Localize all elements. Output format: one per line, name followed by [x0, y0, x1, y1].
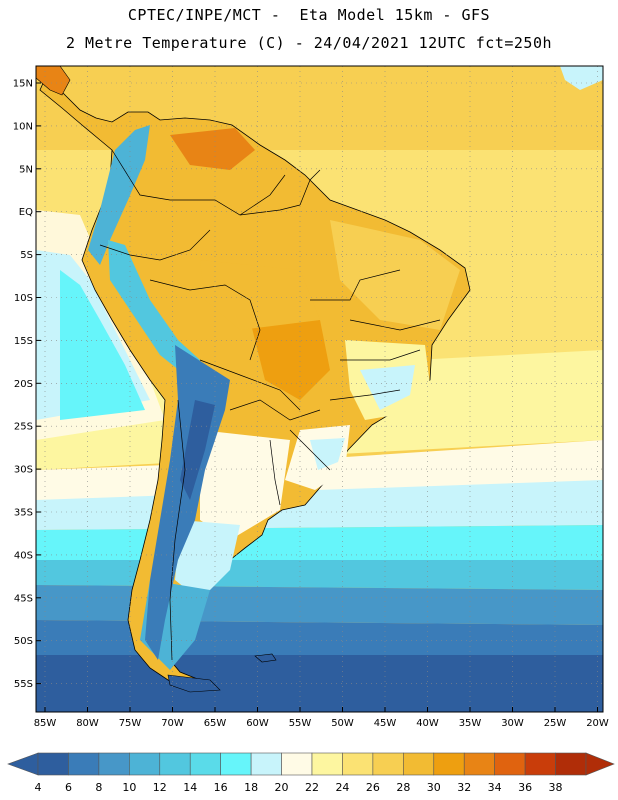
- colorbar-label: 6: [65, 781, 72, 794]
- colorbar-label: 20: [275, 781, 289, 794]
- lat-tick-label: 15N: [13, 79, 33, 90]
- lat-tick-label: 10N: [13, 121, 33, 132]
- colorbar-swatch: [220, 752, 252, 776]
- lat-tick-label: 50S: [14, 636, 33, 647]
- lat-tick-label: 20S: [14, 379, 33, 390]
- colorbar-swatch: [403, 752, 435, 776]
- colorbar-swatch: [189, 752, 221, 776]
- colorbar-label: 30: [427, 781, 441, 794]
- lon-tick-label: 30W: [501, 718, 524, 729]
- andes-north: [88, 125, 150, 265]
- colorbar-swatch: [250, 752, 282, 776]
- lat-tick-label: EQ: [19, 207, 33, 218]
- colorbar-swatch: [129, 752, 161, 776]
- lon-tick-label: 45W: [374, 718, 397, 729]
- colorbar-swatch: [433, 752, 465, 776]
- lon-tick-label: 25W: [544, 718, 567, 729]
- colorbar: 4 6 8 10 12 14 16 18 20 22 24 26 28 30 32 34 36 38: [7, 752, 615, 794]
- lon-tick-label: 40W: [416, 718, 439, 729]
- colorbar-label: 28: [396, 781, 410, 794]
- colorbar-swatch: [159, 752, 191, 776]
- lon-tick-label: 60W: [246, 718, 269, 729]
- central-america-land: [36, 66, 71, 96]
- lon-tick-label: 70W: [161, 718, 184, 729]
- lon-tick-label: 85W: [34, 718, 57, 729]
- lat-tick-label: 45S: [14, 593, 33, 604]
- map-frame: [35, 65, 604, 713]
- lon-tick-label: 50W: [331, 718, 354, 729]
- colorbar-arrow-right: [585, 752, 615, 776]
- caribbean-cool-patch: [560, 66, 603, 90]
- colorbar-swatch: [555, 752, 587, 776]
- colorbar-label: 4: [35, 781, 42, 794]
- pacific-colder-tongue: [60, 270, 145, 420]
- warm-northeast: [330, 220, 460, 330]
- lon-tick-label: 80W: [76, 718, 99, 729]
- lon-tick-label: 35W: [459, 718, 482, 729]
- lat-tick-label: 5N: [19, 164, 33, 175]
- andes-peru: [108, 240, 200, 375]
- colorbar-swatch: [524, 752, 556, 776]
- ocean-band-cold5: [36, 620, 603, 660]
- colorbar-label: 10: [122, 781, 136, 794]
- country-borders: [99, 149, 441, 661]
- colorbar-label: 16: [214, 781, 228, 794]
- colorbar-label: 36: [518, 781, 532, 794]
- ocean-band-cold4: [36, 585, 603, 625]
- cold-patagonia-north: [175, 520, 240, 600]
- lat-tick-label: 40S: [14, 550, 33, 561]
- colorbar-label: 32: [457, 781, 471, 794]
- lon-tick-label: 55W: [289, 718, 312, 729]
- colorbar-swatch: [463, 752, 495, 776]
- tierra-del-fuego: [167, 674, 221, 693]
- cold-south-brazil: [310, 438, 345, 470]
- latitude-labels: 15N 10N 5N EQ 5S 10S 15S 20S 25S 30S 35S 40S 45S 50S 5…: [13, 79, 41, 690]
- colorbar-label: 22: [305, 781, 319, 794]
- cool-argentina: [200, 430, 290, 540]
- longitude-labels: 85W 80W 75W 70W 65W 60W 55W 50W 45W 40W 35W 30W 25W 2…: [34, 707, 609, 729]
- lat-tick-label: 25S: [14, 422, 33, 433]
- colorbar-label: 18: [244, 781, 258, 794]
- map-area: [36, 66, 603, 712]
- cold-minas: [360, 365, 415, 410]
- colorbar-swatch: [281, 752, 313, 776]
- colorbar-label: 14: [183, 781, 197, 794]
- colorbar-swatch: [311, 752, 343, 776]
- hot-spot-venezuela: [170, 128, 255, 170]
- falkland-islands: [254, 653, 277, 663]
- ocean-band-cold6: [36, 655, 603, 712]
- warm-amazon: [200, 260, 320, 330]
- chart-title-line2: 2 Metre Temperature (C) - 24/04/2021 12U…: [65, 34, 553, 52]
- andes-high-peaks: [180, 400, 215, 500]
- colorbar-swatch: [68, 752, 100, 776]
- colorbar-swatch: [372, 752, 404, 776]
- lat-tick-label: 35S: [14, 508, 33, 519]
- lon-tick-label: 75W: [119, 718, 142, 729]
- colorbar-label: 34: [488, 781, 502, 794]
- colorbar-label: 24: [335, 781, 349, 794]
- lat-tick-label: 55S: [14, 679, 33, 690]
- colorbar-arrow-left: [7, 752, 39, 776]
- lat-tick-label: 15S: [14, 336, 33, 347]
- colorbar-label: 8: [95, 781, 102, 794]
- lat-tick-label: 30S: [14, 465, 33, 476]
- colorbar-label: 38: [549, 781, 563, 794]
- colorbar-swatch: [342, 752, 374, 776]
- lon-tick-label: 20W: [586, 718, 609, 729]
- colorbar-label: 26: [366, 781, 380, 794]
- colorbar-swatch: [37, 752, 69, 776]
- lon-tick-label: 65W: [204, 718, 227, 729]
- colorbar-swatch: [494, 752, 526, 776]
- hot-spot-central-brazil: [250, 320, 330, 400]
- chart-title-line1: CPTEC/INPE/MCT - Eta Model 15km - GFS: [127, 6, 491, 24]
- lat-tick-label: 5S: [20, 250, 33, 261]
- colorbar-swatch: [98, 752, 130, 776]
- ocean-band-cold3: [36, 560, 603, 590]
- colorbar-label: 12: [153, 781, 167, 794]
- lat-tick-label: 10S: [14, 293, 33, 304]
